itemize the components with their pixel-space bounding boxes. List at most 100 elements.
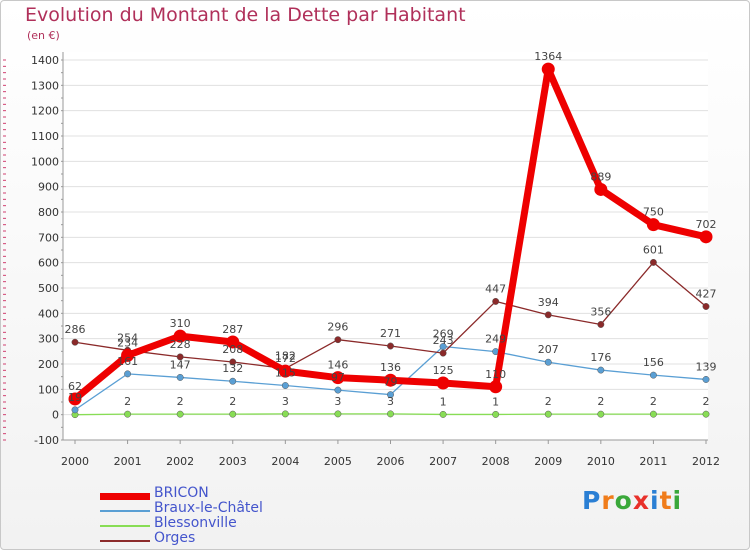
data-label: 889 (590, 170, 611, 183)
data-point (124, 370, 132, 378)
data-label: 115 (275, 367, 296, 380)
data-label: 249 (485, 333, 506, 346)
data-point (176, 353, 184, 361)
data-point (334, 336, 342, 344)
data-point (229, 410, 237, 418)
data-point (387, 342, 394, 350)
data-label: 208 (222, 343, 243, 356)
data-point (594, 182, 608, 196)
x-tick-label: 2007 (429, 455, 457, 468)
data-point (229, 377, 237, 385)
data-label: 3 (282, 395, 289, 408)
data-point (229, 358, 237, 366)
data-point (489, 380, 503, 394)
data-point (492, 410, 500, 418)
y-tick-label: 300 (38, 333, 59, 346)
data-label: 243 (433, 334, 454, 347)
y-tick-label: 400 (38, 307, 59, 320)
y-tick-label: 0 (52, 409, 59, 422)
y-tick-label: 1200 (31, 105, 59, 118)
legend-swatch (100, 525, 150, 527)
data-label: 2 (177, 395, 184, 408)
legend-label: BRICON (154, 485, 209, 501)
data-label: 2 (650, 395, 657, 408)
data-point (439, 410, 447, 418)
data-point (384, 373, 397, 387)
x-tick-label: 2002 (166, 455, 194, 468)
data-point (281, 382, 289, 389)
y-tick-label: 1000 (31, 155, 59, 168)
data-label: 147 (170, 358, 191, 371)
data-label: 2 (229, 395, 236, 408)
proxiti-logo: Proxiti (582, 486, 682, 515)
y-tick-label: 900 (38, 181, 59, 194)
y-tick-label: 100 (38, 383, 59, 396)
data-label: 156 (643, 356, 664, 369)
data-label: 139 (696, 360, 717, 373)
data-point (649, 258, 657, 266)
data-label: 182 (275, 350, 296, 363)
data-point (699, 230, 713, 244)
data-point (278, 364, 292, 378)
logo-letter: i (650, 486, 660, 515)
data-point (176, 410, 184, 418)
data-label: 2 (703, 395, 710, 408)
x-tick-label: 2012 (692, 455, 720, 468)
logo-letter: i (672, 486, 683, 515)
data-point (124, 410, 132, 418)
data-label: 207 (538, 343, 559, 356)
data-point (331, 371, 345, 385)
data-label: 79 (384, 376, 398, 389)
data-label: 1 (440, 395, 447, 408)
data-point (334, 410, 342, 418)
data-label: 601 (643, 243, 664, 256)
data-point (71, 338, 79, 346)
y-tick-label: 800 (38, 206, 59, 219)
legend-swatch (100, 540, 150, 542)
data-label: 161 (117, 355, 138, 368)
data-point (702, 303, 710, 310)
logo-letter: t (659, 486, 673, 515)
x-tick-label: 2008 (482, 455, 510, 468)
legend-swatch (100, 510, 150, 512)
data-point (597, 410, 605, 418)
data-label: 136 (380, 361, 401, 374)
y-tick-label: 1300 (31, 79, 59, 92)
data-label: 427 (696, 287, 717, 300)
data-label: 271 (380, 327, 401, 340)
legend-swatch (100, 492, 150, 500)
logo-letter: P (582, 486, 602, 515)
data-label: 3 (334, 395, 341, 408)
data-label: 146 (327, 359, 348, 372)
data-label: 2 (124, 395, 131, 408)
data-point (649, 410, 657, 418)
data-point (702, 376, 710, 383)
y-tick-label: 500 (38, 282, 59, 295)
data-point (281, 410, 289, 418)
data-point (544, 410, 552, 418)
data-point (334, 386, 342, 394)
x-tick-label: 2005 (324, 455, 352, 468)
data-point (387, 410, 394, 418)
chart-title: Evolution du Montant de la Dette par Hab… (25, 4, 466, 26)
logo-letter: x (632, 486, 650, 515)
y-tick-label: 700 (38, 231, 59, 244)
data-point (544, 358, 552, 366)
data-label: 254 (117, 331, 138, 344)
data-label: 110 (485, 368, 506, 381)
data-label: 125 (433, 364, 454, 377)
data-label: 176 (590, 351, 611, 364)
y-tick-label: 200 (38, 358, 59, 371)
data-label: 172 (275, 352, 296, 365)
data-point (597, 321, 605, 328)
plot-area (63, 52, 708, 440)
data-point (544, 311, 552, 319)
data-label: 296 (327, 321, 348, 334)
data-label: 269 (433, 328, 454, 341)
chart-unit-label: (en €) (27, 29, 60, 42)
y-tick-label: 1400 (31, 54, 59, 67)
data-label: 228 (170, 338, 191, 351)
x-tick-label: 2000 (61, 455, 89, 468)
data-point (226, 335, 240, 349)
